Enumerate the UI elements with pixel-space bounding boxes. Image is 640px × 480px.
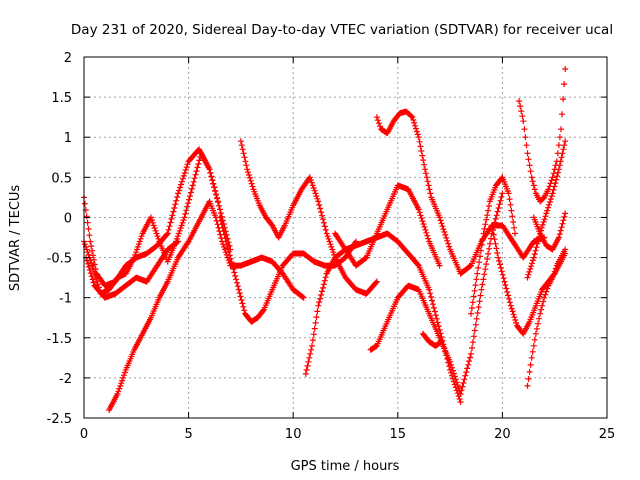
- x-tick-label: 0: [80, 427, 88, 442]
- data-markers: [367, 190, 506, 397]
- data-markers: [302, 230, 464, 405]
- chart-title: Day 231 of 2020, Sidereal Day-to-day VTE…: [71, 22, 613, 38]
- x-tick-label: 10: [285, 427, 302, 442]
- y-tick-label: 0.5: [51, 171, 72, 186]
- data-markers: [516, 66, 569, 205]
- y-tick-label: 2: [64, 51, 72, 66]
- y-tick-label: -0.5: [47, 252, 72, 267]
- y-axis-label: SDTVAR / TECUs: [8, 185, 23, 292]
- y-tick-label: -2.5: [47, 412, 72, 427]
- plot-frame: [83, 56, 608, 419]
- series-arc-7: [302, 230, 464, 405]
- y-tick-label: -1: [59, 292, 72, 307]
- x-tick-label: 20: [494, 427, 511, 442]
- series-arc-9: [373, 108, 548, 277]
- data-markers: [217, 214, 359, 325]
- y-tick-label: -2: [59, 372, 72, 387]
- data-markers: [237, 138, 380, 297]
- data-markers: [530, 210, 569, 253]
- series-arc-8: [332, 182, 443, 269]
- series-arc-6: [237, 138, 380, 297]
- series-arc-15: [524, 246, 569, 389]
- y-tick-label: 1: [64, 131, 72, 146]
- y-tick-label: 1.5: [51, 91, 72, 106]
- data-markers: [468, 174, 518, 317]
- axis-ticks: 0 5 10 15 20 25 -2.5 -2 -1.5 -1 -0.5 0 0.5 1 1.5 2: [47, 51, 616, 442]
- data-markers: [332, 182, 443, 269]
- y-tick-label: -1.5: [47, 332, 72, 347]
- x-axis-label: GPS time / hours: [291, 459, 400, 474]
- series-arc-5: [217, 214, 359, 325]
- series-arc-11: [419, 330, 445, 349]
- series-arc-10: [367, 190, 506, 397]
- data-markers: [419, 330, 445, 349]
- series-arc-17: [530, 210, 569, 253]
- x-tick-label: 15: [390, 427, 407, 442]
- x-tick-label: 5: [184, 427, 192, 442]
- x-tick-label: 25: [599, 427, 616, 442]
- data-markers: [524, 246, 569, 389]
- series-arc-14: [516, 66, 569, 205]
- y-tick-label: 0: [64, 211, 72, 226]
- data-markers: [373, 108, 548, 277]
- data-points: [81, 66, 569, 413]
- series-arc-12: [468, 174, 518, 317]
